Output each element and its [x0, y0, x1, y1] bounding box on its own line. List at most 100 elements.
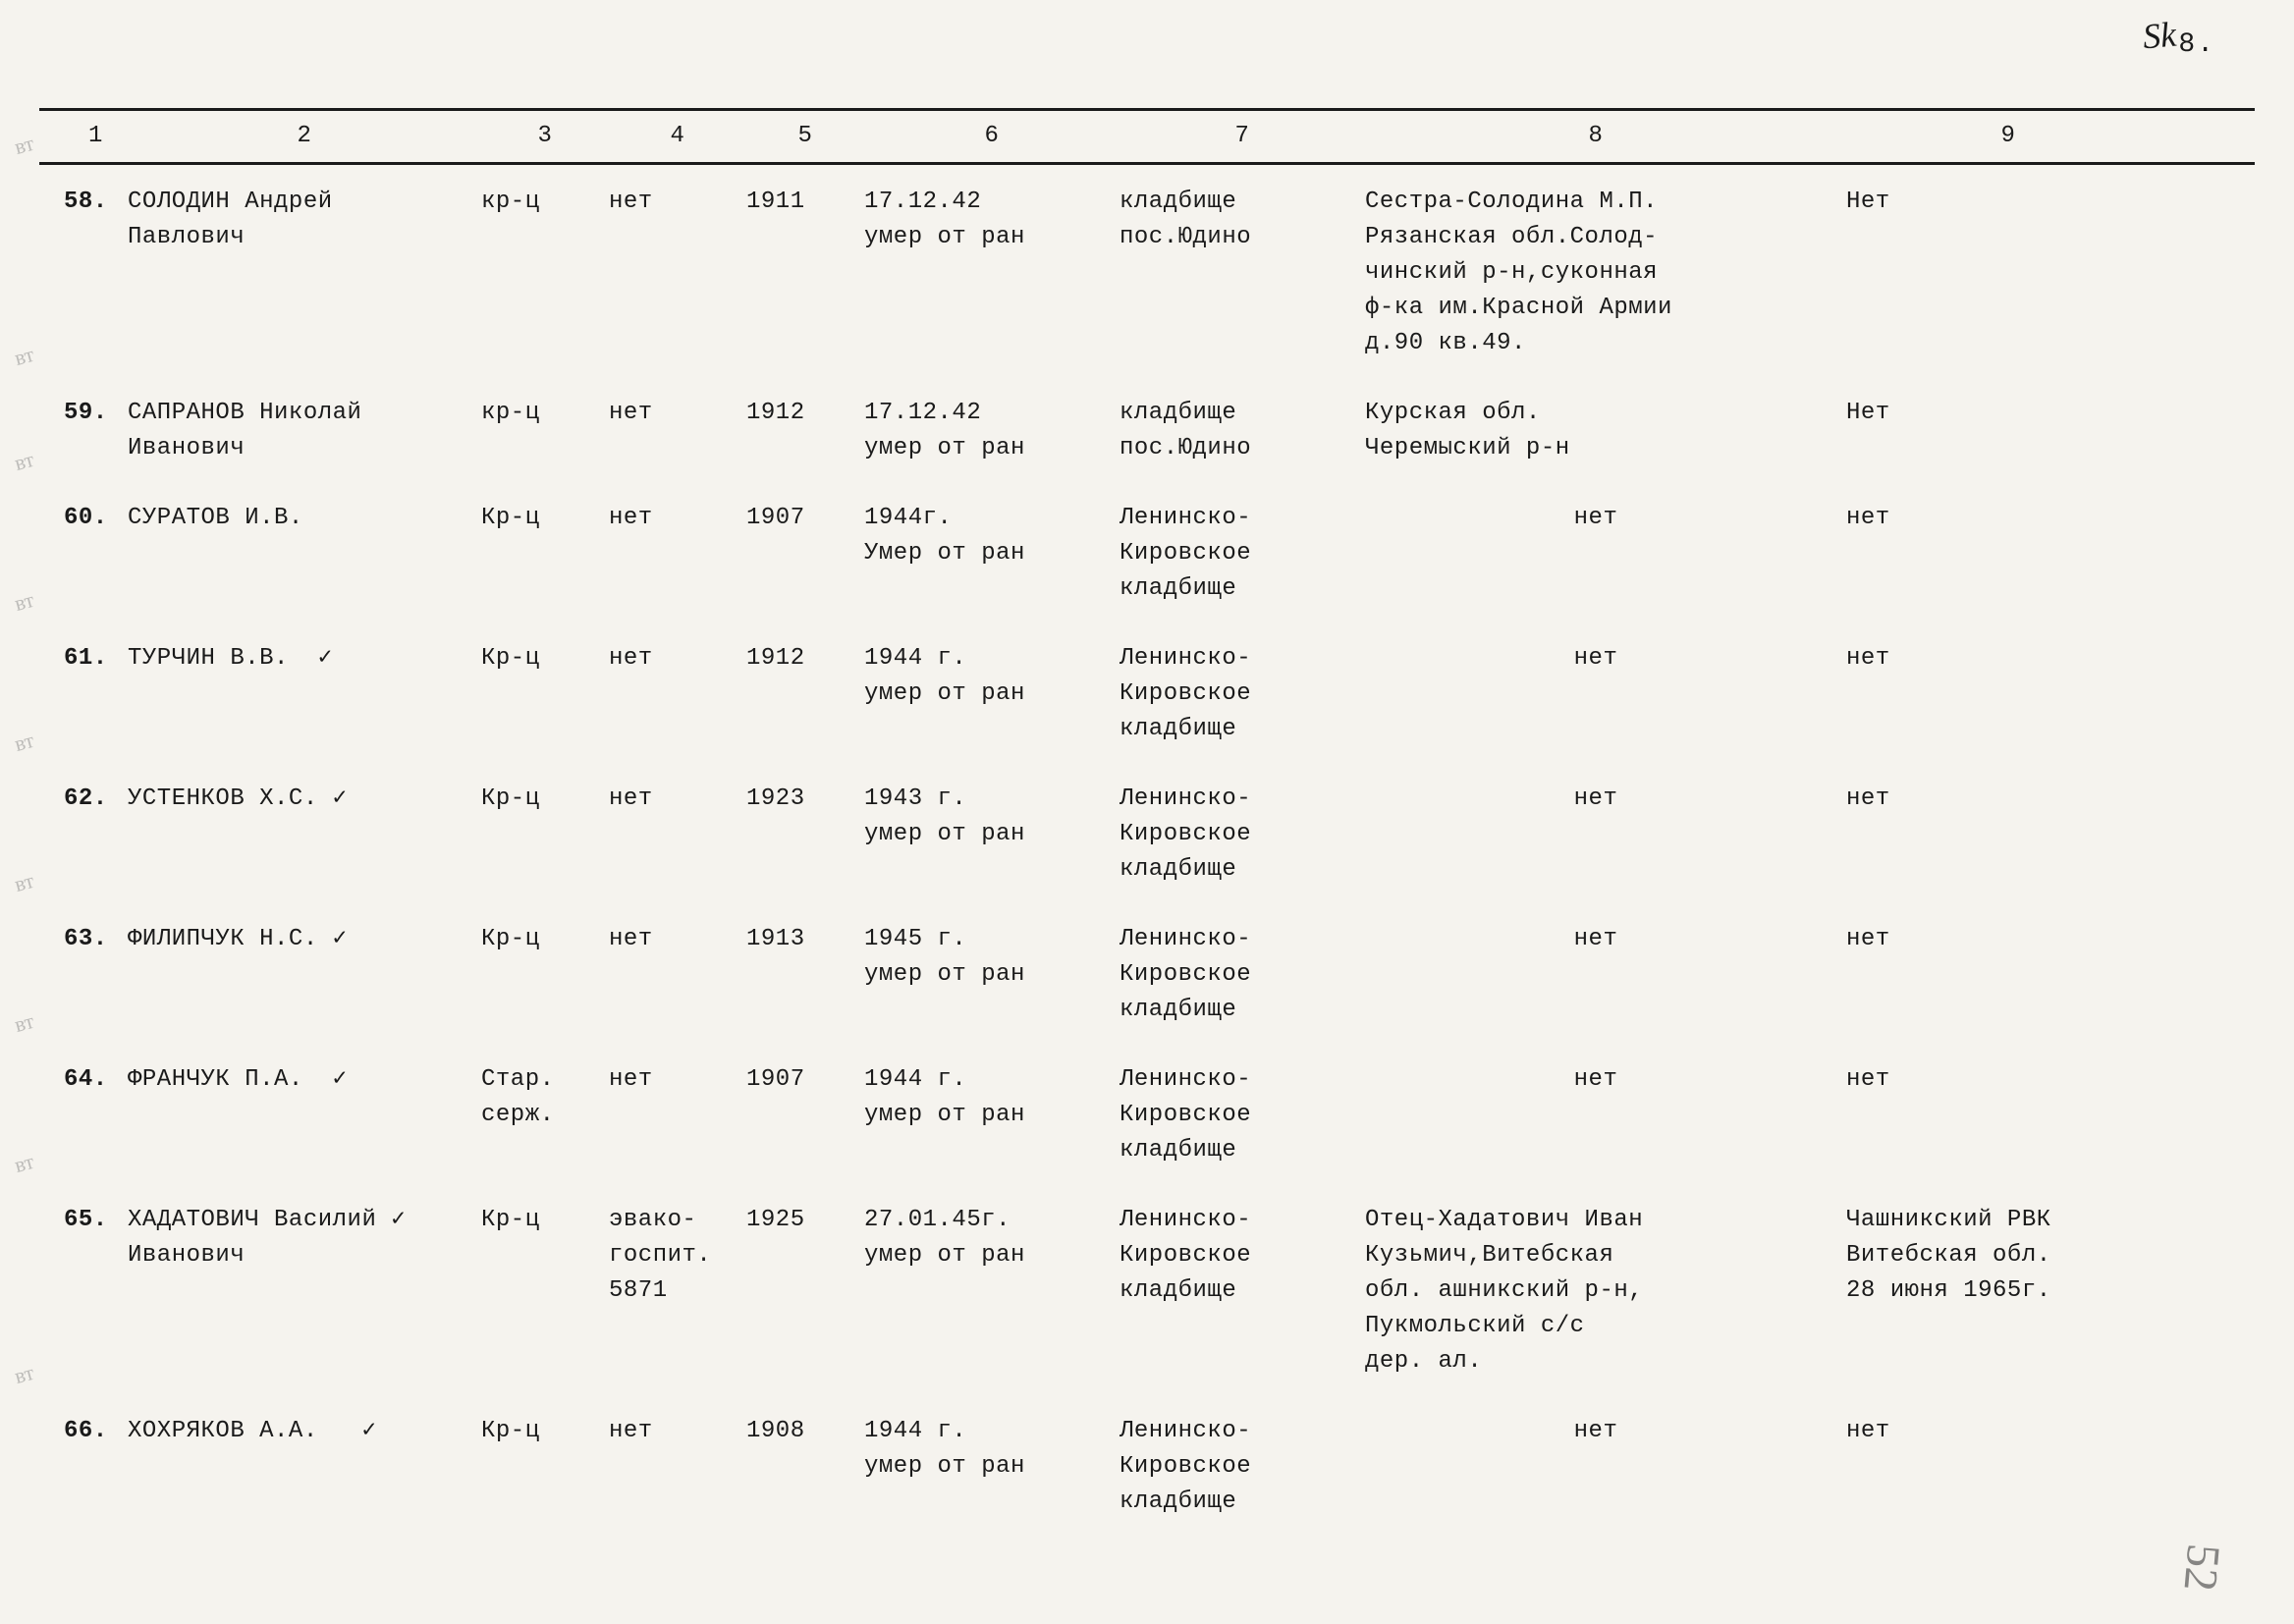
pencil-annotation: вт — [12, 587, 37, 617]
row-number: 61. — [39, 641, 128, 677]
relative-info: Отец-Хадатович Иван Кузьмич,Витебская об… — [1365, 1203, 1846, 1380]
birth-year: 1907 — [746, 501, 864, 536]
note: нет — [1846, 641, 2170, 677]
burial-place: Ленинско- Кировское кладбище — [1120, 501, 1365, 607]
pencil-annotation: вт — [12, 1008, 37, 1038]
row-number: 63. — [39, 922, 128, 957]
table-header: 1 2 3 4 5 6 7 8 9 — [39, 108, 2255, 165]
party-status: нет — [609, 501, 746, 536]
rank: кр-ц — [481, 396, 609, 431]
birth-year: 1911 — [746, 185, 864, 220]
row-number: 60. — [39, 501, 128, 536]
note: нет — [1846, 1414, 2170, 1449]
row-number: 62. — [39, 782, 128, 817]
row-number: 58. — [39, 185, 128, 220]
table-row: 63.ФИЛИПЧУК Н.С. ✓Кр-цнет19131945 г. уме… — [39, 922, 2255, 1028]
relative-info: Курская обл. Черемыский р-н — [1365, 396, 1846, 466]
birth-year: 1912 — [746, 396, 864, 431]
table-row: 64.ФРАНЧУК П.А. ✓Стар. серж.нет19071944 … — [39, 1062, 2255, 1168]
burial-place: Ленинско- Кировское кладбище — [1120, 641, 1365, 747]
burial-place: Ленинско- Кировское кладбище — [1120, 782, 1365, 888]
row-number: 59. — [39, 396, 128, 431]
row-number: 66. — [39, 1414, 128, 1449]
relative-info: Сестра-Солодина М.П. Рязанская обл.Солод… — [1365, 185, 1846, 361]
burial-place: Ленинско- Кировское кладбище — [1120, 1062, 1365, 1168]
burial-place: кладбище пос.Юдино — [1120, 185, 1365, 255]
header-col-1: 1 — [39, 119, 128, 154]
header-col-2: 2 — [128, 119, 481, 154]
rank: Кр-ц — [481, 641, 609, 677]
pencil-annotation: вт — [12, 447, 37, 476]
row-number: 65. — [39, 1203, 128, 1238]
header-col-4: 4 — [609, 119, 746, 154]
header-col-6: 6 — [864, 119, 1120, 154]
death-info: 1944 г. умер от ран — [864, 641, 1120, 712]
party-status: нет — [609, 185, 746, 220]
pencil-annotation: вт — [12, 131, 37, 160]
party-status: нет — [609, 922, 746, 957]
table-body: 58.СОЛОДИН Андрей Павловичкр-цнет191117.… — [39, 185, 2255, 1520]
burial-place: Ленинско- Кировское кладбище — [1120, 1414, 1365, 1520]
note: нет — [1846, 782, 2170, 817]
rank: Кр-ц — [481, 922, 609, 957]
header-col-9: 9 — [1846, 119, 2170, 154]
signature-mark: Sk — [2141, 14, 2178, 58]
header-col-7: 7 — [1120, 119, 1365, 154]
relative-info: нет — [1365, 922, 1846, 957]
table-row: 58.СОЛОДИН Андрей Павловичкр-цнет191117.… — [39, 185, 2255, 361]
death-info: 27.01.45г. умер от ран — [864, 1203, 1120, 1273]
person-name: ФИЛИПЧУК Н.С. ✓ — [128, 922, 481, 957]
burial-place: Ленинско- Кировское кладбище — [1120, 922, 1365, 1028]
person-name: СОЛОДИН Андрей Павлович — [128, 185, 481, 255]
relative-info: нет — [1365, 1062, 1846, 1098]
birth-year: 1912 — [746, 641, 864, 677]
header-col-3: 3 — [481, 119, 609, 154]
burial-place: Ленинско- Кировское кладбище — [1120, 1203, 1365, 1309]
relative-info: нет — [1365, 641, 1846, 677]
rank: Стар. серж. — [481, 1062, 609, 1133]
pencil-annotation: вт — [12, 868, 37, 897]
pencil-annotation: вт — [12, 728, 37, 757]
party-status: нет — [609, 1414, 746, 1449]
birth-year: 1907 — [746, 1062, 864, 1098]
page-number: 8. — [2178, 29, 2215, 60]
person-name: САПРАНОВ Николай Иванович — [128, 396, 481, 466]
relative-info: нет — [1365, 782, 1846, 817]
death-info: 1943 г. умер от ран — [864, 782, 1120, 852]
relative-info: нет — [1365, 1414, 1846, 1449]
party-status: эвако- госпит. 5871 — [609, 1203, 746, 1309]
death-info: 1944г. Умер от ран — [864, 501, 1120, 571]
pencil-annotation: вт — [12, 1360, 37, 1389]
rank: кр-ц — [481, 185, 609, 220]
note: Нет — [1846, 396, 2170, 431]
pencil-annotation: вт — [12, 342, 37, 371]
death-info: 1944 г. умер от ран — [864, 1062, 1120, 1133]
birth-year: 1908 — [746, 1414, 864, 1449]
person-name: ХАДАТОВИЧ Василий ✓ Иванович — [128, 1203, 481, 1273]
party-status: нет — [609, 641, 746, 677]
birth-year: 1925 — [746, 1203, 864, 1238]
table-row: 60.СУРАТОВ И.В.Кр-цнет19071944г. Умер от… — [39, 501, 2255, 607]
burial-place: кладбище пос.Юдино — [1120, 396, 1365, 466]
person-name: УСТЕНКОВ Х.С. ✓ — [128, 782, 481, 817]
row-number: 64. — [39, 1062, 128, 1098]
person-name: СУРАТОВ И.В. — [128, 501, 481, 536]
corner-mark: 52 — [2173, 1542, 2231, 1594]
rank: Кр-ц — [481, 782, 609, 817]
death-info: 17.12.42 умер от ран — [864, 185, 1120, 255]
relative-info: нет — [1365, 501, 1846, 536]
person-name: ХОХРЯКОВ А.А. ✓ — [128, 1414, 481, 1449]
rank: Кр-ц — [481, 1203, 609, 1238]
rank: Кр-ц — [481, 1414, 609, 1449]
party-status: нет — [609, 1062, 746, 1098]
header-col-8: 8 — [1365, 119, 1846, 154]
note: Нет — [1846, 185, 2170, 220]
table-row: 61.ТУРЧИН В.В. ✓Кр-цнет19121944 г. умер … — [39, 641, 2255, 747]
pencil-annotation: вт — [12, 1149, 37, 1178]
header-col-5: 5 — [746, 119, 864, 154]
party-status: нет — [609, 396, 746, 431]
death-info: 1944 г. умер от ран — [864, 1414, 1120, 1485]
party-status: нет — [609, 782, 746, 817]
birth-year: 1923 — [746, 782, 864, 817]
note: нет — [1846, 1062, 2170, 1098]
